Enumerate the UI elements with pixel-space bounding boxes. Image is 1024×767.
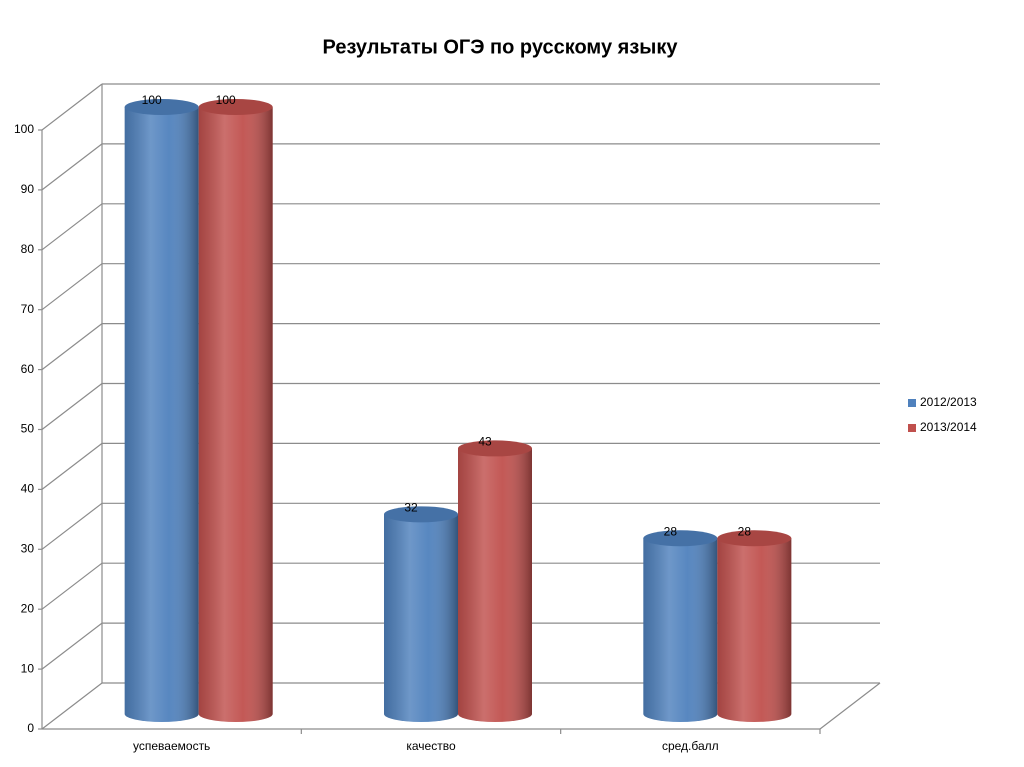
y-tick-label: 10 bbox=[21, 661, 35, 675]
value-label: 43 bbox=[478, 435, 492, 449]
bar bbox=[384, 506, 458, 722]
value-label: 100 bbox=[216, 93, 236, 107]
value-label: 100 bbox=[142, 93, 162, 107]
bar bbox=[124, 99, 199, 722]
bar-top bbox=[198, 99, 273, 115]
x-tick-label: успеваемость bbox=[133, 739, 210, 753]
y-tick-label: 50 bbox=[21, 422, 35, 436]
x-tick-label: качество bbox=[406, 739, 456, 753]
bar-top-shade bbox=[384, 506, 458, 523]
y-tick-label: 0 bbox=[27, 721, 34, 735]
bar-shade bbox=[198, 107, 273, 722]
bar-top bbox=[717, 530, 792, 547]
y-tick-label: 90 bbox=[21, 182, 35, 196]
grid-diagonal bbox=[41, 323, 103, 371]
value-label: 28 bbox=[664, 524, 678, 538]
grid-diagonal bbox=[41, 502, 103, 550]
bar-shade bbox=[124, 107, 199, 722]
grid-diagonal bbox=[41, 562, 103, 610]
bar bbox=[717, 530, 792, 722]
bar-top-shade bbox=[198, 99, 273, 115]
x-tick-label: сред.балл bbox=[662, 739, 719, 753]
bar-shade bbox=[643, 538, 718, 722]
bar bbox=[198, 99, 273, 722]
value-label: 32 bbox=[404, 500, 418, 514]
y-tick-label: 60 bbox=[21, 362, 35, 376]
legend-label: 2013/2014 bbox=[920, 420, 977, 434]
grid-diagonal bbox=[41, 143, 103, 191]
grid-diagonal bbox=[41, 263, 103, 311]
grid-diagonal bbox=[41, 682, 103, 730]
bar-top bbox=[643, 530, 718, 547]
bar bbox=[643, 530, 718, 722]
bar-top-shade bbox=[717, 530, 792, 547]
y-tick-label: 100 bbox=[14, 122, 34, 136]
legend-label: 2012/2013 bbox=[920, 395, 977, 409]
y-tick-label: 20 bbox=[21, 601, 35, 615]
floor-edge bbox=[819, 682, 881, 730]
chart-title: Результаты ОГЭ по русскому языку bbox=[323, 36, 679, 58]
bar-shade bbox=[717, 538, 792, 722]
bar-top bbox=[458, 440, 532, 457]
legend-swatch bbox=[908, 399, 916, 407]
grid-diagonal bbox=[41, 622, 103, 670]
y-tick-label: 30 bbox=[21, 541, 35, 555]
grid-diagonal bbox=[41, 203, 103, 251]
bar-top-shade bbox=[458, 440, 532, 457]
bar-top-shade bbox=[643, 530, 718, 547]
grid-diagonal bbox=[41, 442, 103, 490]
bar-top bbox=[384, 506, 458, 523]
grid-diagonal bbox=[41, 83, 103, 131]
legend-swatch bbox=[908, 424, 916, 432]
bar-shade bbox=[458, 448, 532, 722]
grid-diagonal bbox=[41, 383, 103, 430]
y-tick-label: 80 bbox=[21, 242, 35, 256]
bar-top-shade bbox=[124, 99, 199, 115]
value-label: 28 bbox=[738, 524, 752, 538]
bar-top bbox=[124, 99, 199, 115]
bar-shade bbox=[384, 514, 458, 722]
y-tick-label: 70 bbox=[21, 302, 35, 316]
y-tick-label: 40 bbox=[21, 482, 35, 496]
bar bbox=[458, 440, 532, 722]
